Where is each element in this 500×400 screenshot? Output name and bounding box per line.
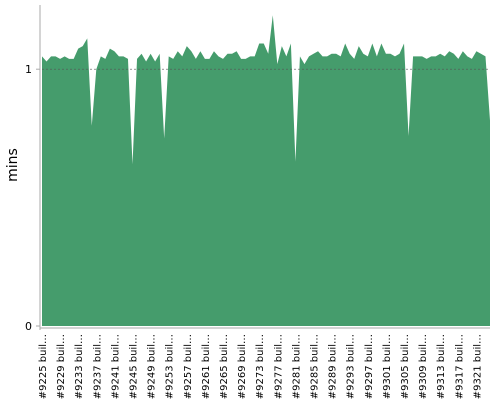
x-tick-label: #9241 buil…	[110, 334, 121, 399]
x-tick-label: #9321 buil…	[472, 334, 483, 399]
x-tick-label: #9305 buil…	[400, 334, 411, 399]
x-tick-label: #9253 buil…	[165, 334, 176, 399]
x-tick-label: #9293 buil…	[346, 334, 357, 399]
x-tick-label: #9281 buil…	[291, 334, 302, 399]
x-tick-label: #9229 buil…	[56, 334, 67, 399]
x-tick-label: #9313 buil…	[436, 334, 447, 399]
x-tick-label: #9233 buil…	[74, 334, 85, 399]
x-tick-label: #9297 buil…	[364, 334, 375, 399]
y-axis-label: mins	[5, 148, 21, 182]
x-tick-label: #9301 buil…	[382, 334, 393, 399]
x-tick-label: #9245 buil…	[129, 334, 140, 399]
x-tick-label: #9289 buil…	[328, 334, 339, 399]
x-tick-label: #9317 buil…	[454, 334, 465, 399]
x-tick-label: #9277 buil…	[273, 334, 284, 399]
x-tick-label: #9249 buil…	[147, 334, 158, 399]
x-tick-label: #9265 buil…	[219, 334, 230, 399]
x-tick-label: #9285 buil…	[310, 334, 321, 399]
x-tick-label: #9257 buil…	[183, 334, 194, 399]
x-tick-label: #9273 buil…	[255, 334, 266, 399]
y-tick-label: 1	[25, 63, 32, 76]
area	[42, 15, 490, 326]
y-tick-label: 0	[25, 320, 32, 333]
x-tick-label: #9237 buil…	[92, 334, 103, 399]
x-tick-label: #9309 buil…	[418, 334, 429, 399]
x-tick-label: #9269 buil…	[237, 334, 248, 399]
x-tick-label: #9225 buil…	[38, 334, 49, 399]
x-tick-label: #9261 buil…	[201, 334, 212, 399]
